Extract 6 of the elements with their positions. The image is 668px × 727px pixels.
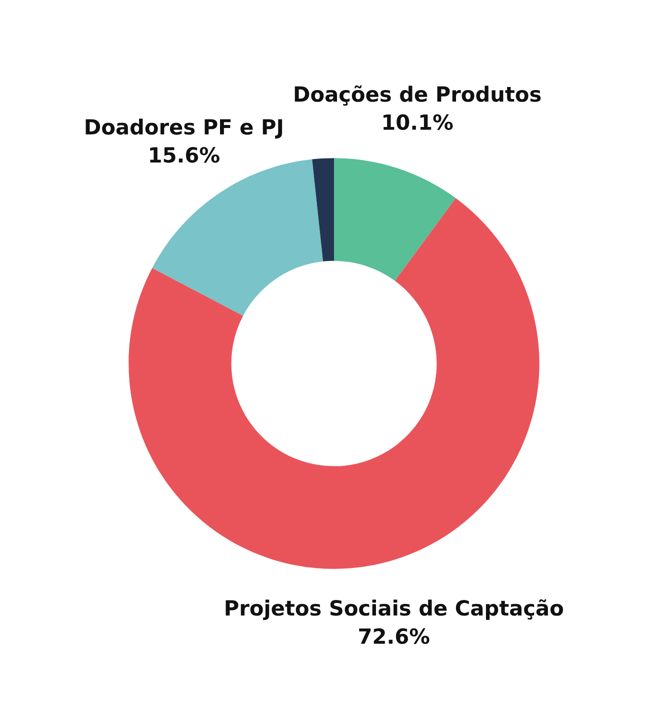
data-label: 15.6% — [150, 147, 220, 163]
slice-label: Doações de Produtos — [294, 85, 541, 106]
slice-label: Doadores PF e PJ — [86, 118, 282, 139]
slice-label: Projetos Sociais de Captação — [226, 599, 563, 620]
data-label: 72.6% — [359, 628, 430, 644]
data-label: 10.1% — [384, 114, 453, 130]
